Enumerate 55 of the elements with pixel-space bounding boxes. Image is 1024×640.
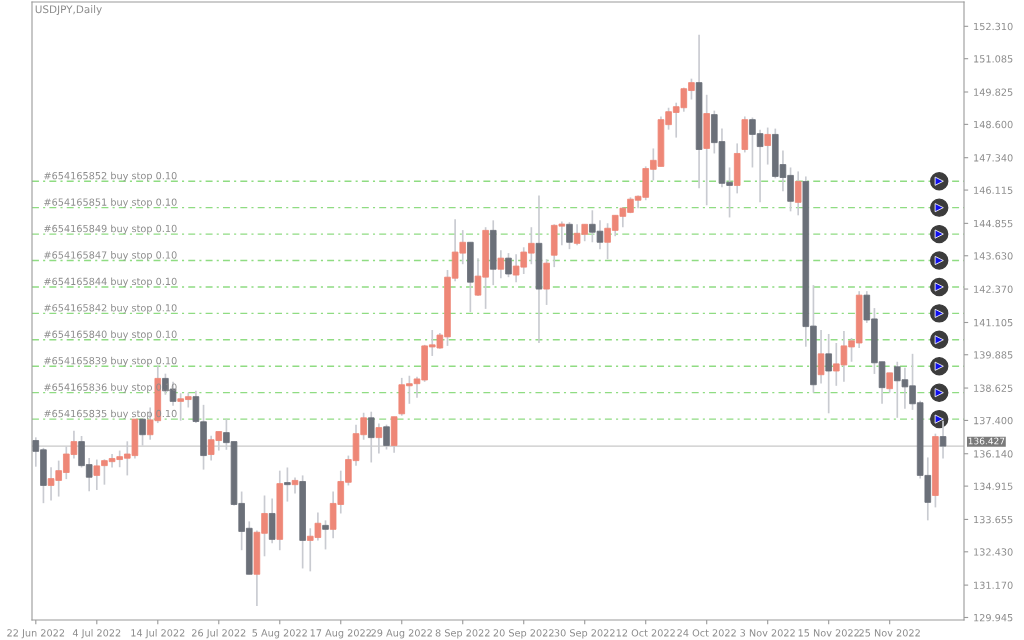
ref-line-label: #654165842 buy stop 0.10 (44, 303, 177, 314)
y-tick-label: 134.915 (974, 482, 1013, 490)
ref-line-label: #654165852 buy stop 0.10 (44, 171, 177, 182)
candlestick (794, 170, 802, 217)
y-tick-label: 147.340 (974, 154, 1013, 162)
y-tick-label: 143.630 (974, 252, 1013, 260)
y-tick-label: 149.825 (974, 88, 1013, 96)
y-tick-label: 137.400 (974, 416, 1013, 425)
candlestick (497, 249, 505, 280)
ref-line-label: #654165851 buy stop 0.10 (44, 198, 177, 208)
candlestick (566, 221, 573, 250)
x-tick-label: 17 Aug 2022 (310, 629, 371, 639)
ref-line-label: #654165849 buy stop 0.10 (44, 224, 177, 235)
x-tick-label: 14 Jul 2022 (131, 629, 185, 639)
ref-line-label: 136.427 (968, 437, 1005, 445)
ref-line-label: #654165847 buy stop 0.10 (44, 251, 177, 261)
y-tick-label: 139.885 (974, 351, 1013, 359)
y-tick-label: 132.430 (974, 548, 1013, 556)
candlestick (817, 329, 825, 385)
candlestick (505, 252, 512, 279)
y-tick-label: 151.085 (974, 55, 1013, 63)
chart-title: USDJPY,Daily (35, 5, 102, 16)
y-tick-label: 129.945 (974, 613, 1013, 622)
candlestick (886, 372, 893, 394)
x-tick-label: 30 Sep 2022 (554, 629, 615, 639)
y-tick-label: 152.310 (974, 22, 1013, 31)
x-tick-label: 3 Nov 2022 (740, 629, 795, 637)
y-tick-label: 141.105 (974, 318, 1013, 327)
x-tick-label: 15 Nov 2022 (798, 629, 859, 637)
y-tick-label: 136.140 (974, 450, 1013, 458)
y-tick-label: 138.625 (974, 384, 1013, 392)
y-tick-label: 144.855 (974, 219, 1013, 228)
y-tick-label: 146.115 (974, 186, 1013, 194)
x-tick-label: 20 Sep 2022 (493, 629, 554, 639)
x-tick-label: 5 Aug 2022 (252, 629, 307, 639)
x-tick-label: 25 Nov 2022 (859, 629, 920, 637)
ref-line-label: #654165840 buy stop 0.10 (44, 330, 177, 340)
x-tick-label: 12 Oct 2022 (616, 629, 675, 637)
y-tick-label: 131.170 (974, 581, 1013, 589)
y-tick-label: 133.655 (974, 515, 1013, 524)
y-tick-label: 148.600 (974, 120, 1013, 129)
candlestick (322, 519, 329, 551)
x-tick-label: 8 Sep 2022 (435, 629, 490, 639)
candlestick (764, 126, 771, 166)
x-tick-label: 4 Jul 2022 (72, 629, 121, 639)
candlestick (825, 333, 832, 415)
x-tick-label: 29 Aug 2022 (371, 629, 432, 639)
candlestick (284, 466, 291, 503)
y-tick-label: 142.370 (974, 285, 1013, 293)
ref-line-label: #654165844 buy stop 0.10 (44, 277, 177, 287)
x-tick-label: 24 Oct 2022 (677, 629, 736, 637)
ref-line-label: #654165836 buy stop 0.10 (44, 383, 177, 393)
x-tick-label: 26 Jul 2022 (191, 629, 246, 639)
ref-line-label: #654165839 buy stop 0.10 (44, 356, 177, 367)
x-tick-label: 22 Jun 2022 (7, 629, 65, 639)
